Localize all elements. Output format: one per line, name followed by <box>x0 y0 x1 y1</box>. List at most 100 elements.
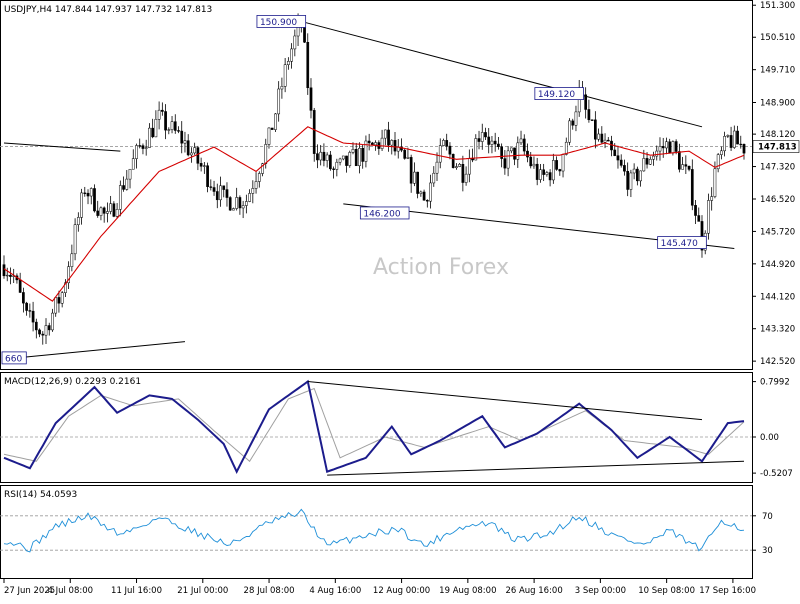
candle-body <box>710 196 714 201</box>
candle-body <box>739 143 743 146</box>
candle-body <box>413 171 416 184</box>
macd-trendline <box>327 460 745 476</box>
candle-body <box>34 321 38 331</box>
candle-body <box>325 154 329 161</box>
candle-body <box>290 48 293 62</box>
candle-body <box>380 137 384 149</box>
candle-body <box>522 138 526 152</box>
price-annotation-box <box>256 15 307 28</box>
candle-body <box>597 133 600 140</box>
candle-body <box>726 135 730 137</box>
candle-body <box>364 140 368 162</box>
candle-body <box>732 130 736 148</box>
candle-body <box>199 163 203 167</box>
moving-average <box>3 126 745 302</box>
candle-body <box>516 142 520 160</box>
candle-body <box>5 274 9 277</box>
watermark: Action Forex <box>373 255 509 280</box>
candle-body <box>96 210 100 216</box>
candle-body <box>661 146 665 149</box>
candlesticks <box>2 13 746 345</box>
rsi-plot <box>0 508 752 553</box>
candle-body <box>642 158 646 172</box>
candle-body <box>131 158 135 170</box>
candle-body <box>322 151 326 161</box>
candle-body <box>671 141 675 154</box>
candle-body <box>316 153 319 161</box>
price-annotations: 150.900 149.120 146.200 145.470 660 <box>1 15 707 364</box>
candle-body <box>57 297 61 304</box>
candle-body <box>309 87 313 111</box>
candle-body <box>358 148 361 167</box>
candle-body <box>387 129 390 146</box>
price-trendline <box>16 341 186 359</box>
candle-body <box>526 150 529 158</box>
price-tick-label: 143.320 <box>760 325 795 335</box>
candle-body <box>497 143 500 147</box>
candle-body <box>138 145 142 147</box>
price-tick-label: 148.900 <box>760 99 795 109</box>
price-annotation-label: 146.200 <box>363 209 400 219</box>
candle-body <box>467 158 471 175</box>
candle-body <box>9 274 12 277</box>
candle-body <box>383 129 387 139</box>
rsi-line <box>3 508 745 553</box>
candle-body <box>451 153 455 168</box>
candle-body <box>606 139 610 142</box>
candle-body <box>361 148 365 162</box>
candle-body <box>22 292 25 304</box>
candle-body <box>564 141 568 155</box>
candle-body <box>248 193 251 202</box>
candle-body <box>25 302 28 311</box>
candle-body <box>409 157 413 184</box>
candle-body <box>558 169 562 172</box>
candle-body <box>506 150 510 169</box>
candle-body <box>93 188 96 212</box>
candle-body <box>86 192 90 197</box>
candle-body <box>209 186 213 188</box>
macd-tick-label: 0.7992 <box>760 378 790 388</box>
candle-body <box>645 158 649 165</box>
candle-body <box>329 154 332 170</box>
candle-body <box>416 171 419 194</box>
price-tick-label: 146.520 <box>760 195 795 205</box>
candle-body <box>616 155 620 161</box>
price-panel-title: USDJPY,H4 147.844 147.937 147.732 147.81… <box>4 5 212 15</box>
candle-body <box>584 94 588 110</box>
candle-body <box>306 42 310 89</box>
last-price-box <box>752 140 800 153</box>
candle-body <box>697 215 701 222</box>
candle-body <box>594 119 597 140</box>
ma-line <box>3 126 745 302</box>
macd-trendline <box>307 381 703 421</box>
candle-body <box>196 147 200 164</box>
candle-body <box>283 64 287 87</box>
time-tick-label: 10 Sep 08:00 <box>638 586 695 596</box>
candle-body <box>655 150 659 157</box>
candle-body <box>707 200 710 234</box>
candle-body <box>626 170 630 190</box>
candle-body <box>561 154 565 172</box>
candle-body <box>678 151 681 170</box>
rsi-panel-title: RSI(14) 54.0593 <box>4 490 77 500</box>
price-annotation-label: 660 <box>5 354 22 364</box>
price-panel-frame <box>0 0 753 370</box>
candle-body <box>118 185 122 210</box>
candle-body <box>261 163 264 174</box>
candle-body <box>80 192 83 218</box>
candle-body <box>403 149 407 159</box>
macd-plot <box>0 379 752 476</box>
time-tick-label: 4 Aug 16:00 <box>309 586 361 596</box>
candle-body <box>668 141 672 154</box>
time-tick-label: 27 Jun 2025 <box>4 586 55 596</box>
rsi-axis: 70 30 <box>752 512 773 556</box>
candle-body <box>106 211 109 214</box>
candle-body <box>170 121 174 130</box>
candle-body <box>519 138 523 144</box>
time-tick-label: 12 Aug 00:00 <box>373 586 430 596</box>
candle-body <box>406 157 410 159</box>
candle-body <box>180 130 184 144</box>
candle-body <box>177 130 180 132</box>
price-tick-label: 150.510 <box>760 33 795 43</box>
